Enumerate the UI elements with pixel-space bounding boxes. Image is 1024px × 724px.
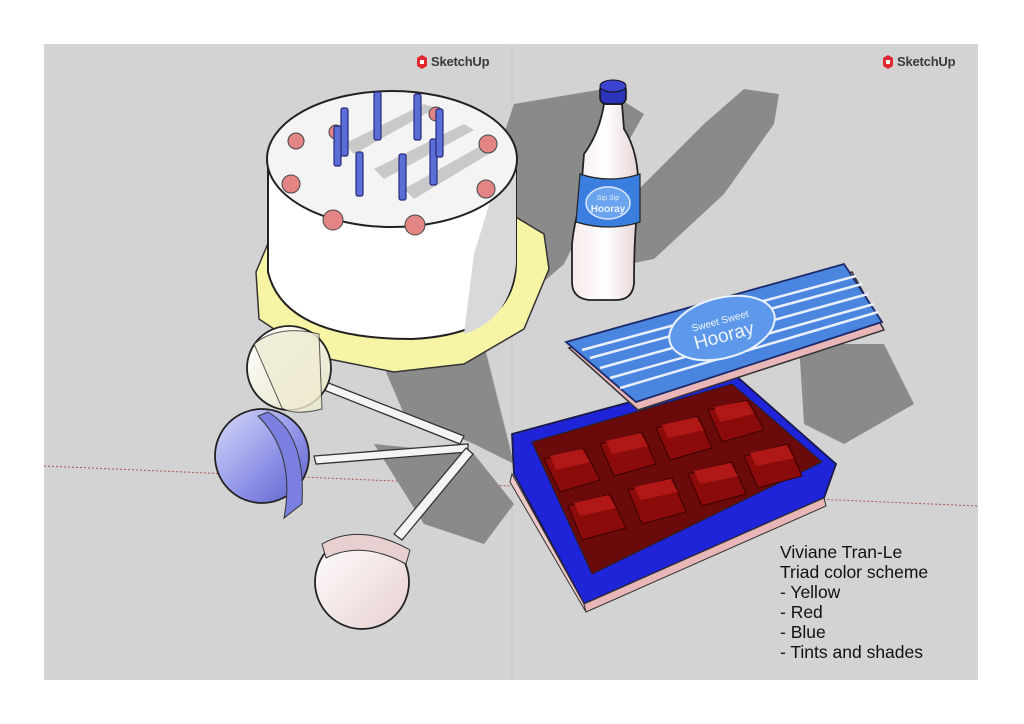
sketchup-watermark-left: SketchUp — [416, 54, 490, 69]
tin-lid: Sweet Sweet Hooray — [564, 262, 886, 411]
bottle-label-line2: Hooray — [591, 204, 626, 215]
sketchup-watermark-right: SketchUp — [882, 54, 956, 69]
caption-item-yellow: - Yellow — [780, 582, 841, 602]
lollipop-pink — [314, 533, 411, 630]
model-illustration: Sip Sip Hooray — [44, 44, 978, 680]
chocolate-tin — [509, 373, 838, 613]
sketchup-logo-icon — [883, 54, 893, 69]
caption-item-red: - Red — [780, 602, 823, 622]
lollipop-blue — [214, 408, 310, 520]
sketchup-scene: Sip Sip Hooray — [44, 44, 978, 680]
watermark-text: SketchUp — [431, 54, 490, 69]
sketchup-logo-icon — [417, 54, 427, 69]
watermark-text: SketchUp — [897, 54, 956, 69]
caption-item-tints: - Tints and shades — [780, 642, 923, 662]
lollipop-sticks — [313, 381, 474, 541]
caption-author: Viviane Tran-Le — [780, 542, 903, 562]
soda-bottle: Sip Sip Hooray — [571, 79, 641, 301]
red-axis-line — [44, 465, 978, 507]
lollipop-cream — [246, 325, 332, 413]
caption-title: Triad color scheme — [780, 562, 929, 582]
birthday-cake — [266, 90, 518, 341]
caption-item-blue: - Blue — [780, 622, 826, 642]
bottle-label-line1: Sip Sip — [597, 195, 619, 202]
caption-block: Viviane Tran-Le Triad color scheme - Yel… — [780, 542, 928, 662]
